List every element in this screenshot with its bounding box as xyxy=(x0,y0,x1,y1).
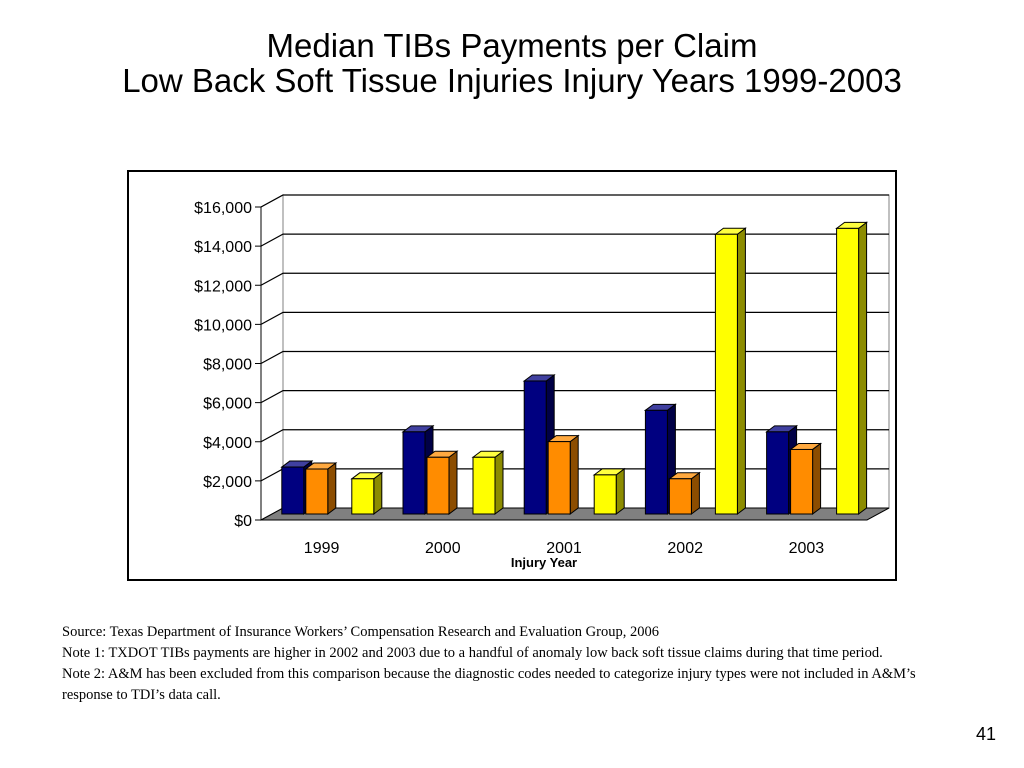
bar-front xyxy=(523,380,547,515)
bar-front xyxy=(644,409,668,515)
x-tick-label: 2002 xyxy=(667,540,703,557)
bar-side xyxy=(690,471,700,515)
bar-side xyxy=(812,442,822,515)
chart-title: Median TIBs Payments per Claim Low Back … xyxy=(60,28,964,98)
bar-side xyxy=(858,221,868,515)
bar-ut-1999 xyxy=(304,462,338,515)
x-tick-label: 2001 xyxy=(546,540,582,557)
bar-txdot-2000 xyxy=(471,450,505,515)
gridline xyxy=(260,429,889,443)
bar-side xyxy=(448,450,458,515)
note-2: Note 2: A&M has been excluded from this … xyxy=(62,666,916,703)
bar-front xyxy=(836,227,860,515)
gridline xyxy=(260,390,889,404)
note-1: Note 1: TXDOT TIBs payments are higher i… xyxy=(62,645,883,661)
y-tick-label: $2,000 xyxy=(203,474,252,491)
bar-front xyxy=(668,478,692,515)
bar-txdot-2001 xyxy=(592,467,626,515)
bar-txdot-2003 xyxy=(835,221,869,515)
bar-front xyxy=(714,233,738,515)
bar-front xyxy=(305,468,329,515)
x-tick-label: 1999 xyxy=(304,540,340,557)
bar-ut-2003 xyxy=(789,442,823,515)
y-tick-label: $0 xyxy=(234,513,252,530)
chart-area: $0 $2,000 $4,000 $6,000 $8,000 $10,000 $12,000… xyxy=(194,194,890,570)
y-tick-label: $12,000 xyxy=(194,278,252,295)
bar-side xyxy=(615,467,625,515)
bar-side xyxy=(494,450,504,515)
bar-txdot-1999 xyxy=(350,471,384,515)
bar-front xyxy=(402,431,426,515)
x-axis-label: Injury Year xyxy=(511,555,577,570)
bar-side xyxy=(373,471,383,515)
gridline xyxy=(260,350,889,365)
bar-side xyxy=(327,462,337,515)
y-tick-label: $14,000 xyxy=(194,239,252,256)
bar-side xyxy=(736,227,746,515)
y-tick-label: $10,000 xyxy=(194,317,252,334)
bar-ut-2002 xyxy=(667,471,701,515)
bar-front xyxy=(593,474,617,515)
source-note: Source: Texas Department of Insurance Wo… xyxy=(62,624,659,640)
bar-ut-2000 xyxy=(425,450,459,515)
bar-front xyxy=(547,441,571,515)
x-tick-label: 2000 xyxy=(425,540,461,557)
title-line-2: Low Back Soft Tissue Injuries Injury Yea… xyxy=(122,62,902,99)
bar-front xyxy=(790,448,814,515)
y-tick-label: $16,000 xyxy=(194,200,252,217)
bar-front xyxy=(281,466,305,515)
bar-front xyxy=(766,431,790,515)
gridline xyxy=(260,233,889,247)
title-line-1: Median TIBs Payments per Claim xyxy=(266,27,758,64)
bar-front xyxy=(472,456,496,515)
bar-front xyxy=(426,456,450,515)
bar-front xyxy=(351,478,375,515)
page-number: 41 xyxy=(975,724,996,744)
y-tick-label: $8,000 xyxy=(203,357,252,374)
bar-ut-2001 xyxy=(546,434,580,515)
gridline xyxy=(260,194,889,208)
footnotes: Source: Texas Department of Insurance Wo… xyxy=(62,622,952,706)
bar-side xyxy=(569,434,579,515)
bar-txdot-2002 xyxy=(713,227,747,515)
y-tick-label: $6,000 xyxy=(203,396,252,413)
gridline xyxy=(260,311,889,325)
gridline xyxy=(260,272,889,286)
y-tick-label: $4,000 xyxy=(203,435,252,452)
x-tick-label: 2003 xyxy=(789,540,825,557)
